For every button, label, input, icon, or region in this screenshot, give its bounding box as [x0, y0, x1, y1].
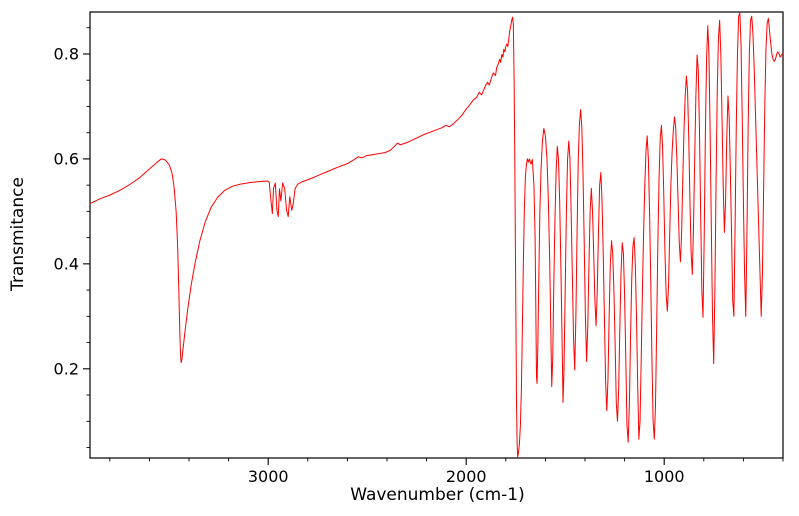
x-axis-label: Wavenumber (cm-1): [350, 485, 525, 505]
y-tick-label: 0.8: [54, 44, 79, 63]
plot-frame: [89, 11, 784, 459]
y-axis-label: Transmitance: [8, 177, 28, 291]
y-tick-label: 0.4: [54, 254, 79, 273]
x-tick-label: 3000: [248, 467, 289, 486]
y-tick-label: 0.2: [54, 359, 79, 378]
y-tick-label: 0.6: [54, 149, 79, 168]
x-tick-label: 1000: [644, 467, 685, 486]
x-tick-label: 2000: [446, 467, 487, 486]
spectrum-line: [89, 12, 784, 458]
